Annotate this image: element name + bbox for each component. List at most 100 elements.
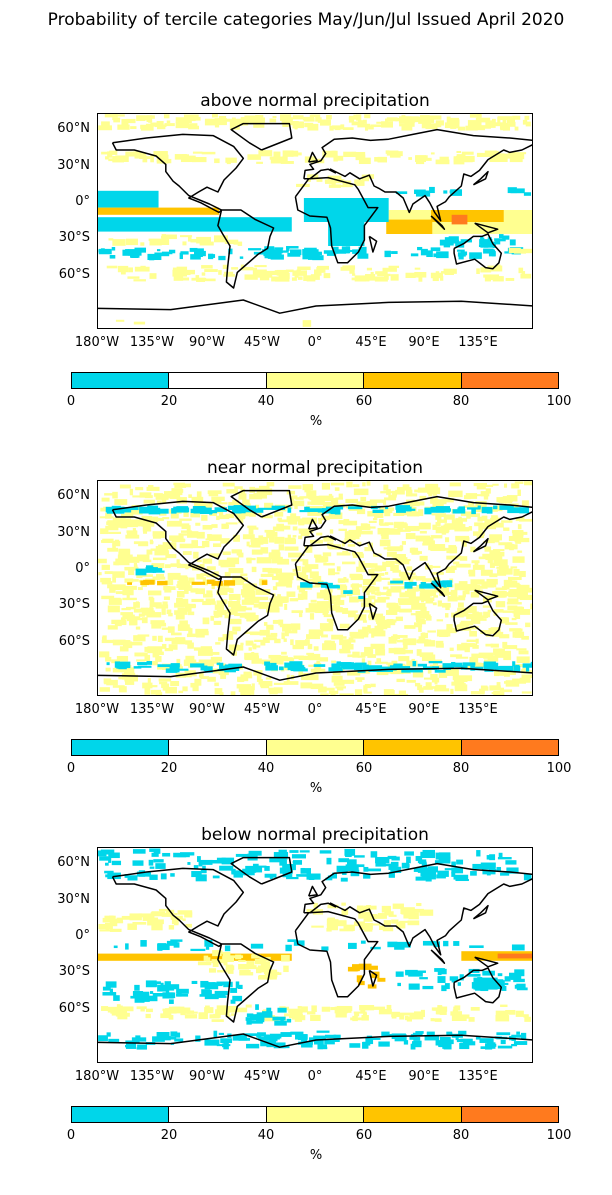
probability-field bbox=[458, 254, 464, 260]
probability-field bbox=[309, 495, 320, 501]
probability-field bbox=[154, 550, 169, 556]
probability-field bbox=[433, 1018, 442, 1022]
colorbar-bin bbox=[72, 1107, 170, 1122]
probability-field bbox=[355, 677, 365, 680]
probability-field bbox=[412, 1032, 423, 1036]
probability-field bbox=[125, 506, 139, 511]
probability-field bbox=[135, 626, 141, 630]
probability-field bbox=[233, 534, 240, 542]
probability-field bbox=[513, 1041, 528, 1045]
probability-field bbox=[294, 127, 298, 130]
probability-field bbox=[340, 607, 349, 612]
probability-field bbox=[256, 1035, 262, 1038]
probability-field bbox=[489, 573, 498, 578]
probability-field bbox=[371, 630, 375, 638]
probability-field bbox=[240, 264, 245, 269]
probability-field bbox=[306, 565, 312, 573]
probability-field bbox=[230, 987, 238, 993]
probability-field bbox=[313, 646, 319, 651]
probability-field bbox=[175, 614, 185, 620]
probability-field bbox=[173, 482, 186, 486]
probability-field bbox=[337, 686, 344, 691]
probability-field bbox=[131, 616, 141, 619]
colorbar-bin bbox=[72, 740, 170, 755]
probability-field bbox=[443, 240, 451, 248]
probability-field bbox=[505, 622, 518, 625]
probability-field bbox=[214, 502, 228, 505]
probability-field bbox=[413, 1011, 425, 1018]
probability-field bbox=[391, 856, 400, 861]
probability-field bbox=[147, 678, 151, 685]
probability-field bbox=[325, 506, 340, 513]
probability-field bbox=[279, 856, 287, 863]
probability-field bbox=[464, 646, 470, 653]
probability-field bbox=[394, 556, 405, 563]
probability-field bbox=[369, 1037, 381, 1040]
colorbar-tick-label: 0 bbox=[66, 1128, 76, 1143]
probability-field bbox=[519, 609, 531, 615]
probability-field bbox=[385, 560, 399, 564]
probability-field bbox=[298, 671, 304, 676]
probability-field bbox=[382, 561, 395, 568]
probability-field bbox=[108, 852, 120, 859]
x-tick-label: 90°W bbox=[189, 702, 225, 717]
probability-field bbox=[302, 559, 309, 566]
probability-field bbox=[264, 865, 270, 871]
probability-field bbox=[530, 661, 532, 666]
probability-field bbox=[525, 121, 531, 127]
probability-field bbox=[274, 536, 285, 544]
probability-field bbox=[286, 624, 292, 631]
probability-field bbox=[456, 1038, 465, 1043]
probability-field bbox=[162, 1008, 168, 1011]
probability-field bbox=[374, 625, 388, 630]
probability-field bbox=[490, 557, 497, 561]
probability-field bbox=[124, 511, 134, 518]
probability-field bbox=[102, 917, 111, 923]
probability-field bbox=[202, 577, 207, 584]
probability-field bbox=[423, 677, 436, 680]
probability-field bbox=[306, 652, 315, 655]
probability-field bbox=[507, 576, 522, 581]
probability-field bbox=[101, 121, 110, 128]
probability-field bbox=[235, 853, 250, 857]
probability-field bbox=[519, 677, 531, 683]
probability-field bbox=[214, 990, 228, 996]
probability-field bbox=[460, 683, 466, 688]
probability-field bbox=[142, 574, 153, 577]
probability-field bbox=[99, 856, 111, 861]
probability-field bbox=[99, 929, 112, 932]
probability-field bbox=[230, 999, 236, 1004]
probability-field bbox=[517, 550, 523, 553]
probability-field bbox=[455, 121, 460, 129]
probability-field bbox=[417, 551, 422, 554]
probability-field bbox=[239, 972, 254, 976]
probability-field bbox=[364, 547, 373, 552]
probability-field bbox=[231, 117, 236, 124]
probability-field bbox=[145, 566, 155, 573]
probability-field bbox=[362, 578, 376, 586]
probability-field bbox=[392, 903, 404, 909]
probability-field bbox=[384, 250, 391, 258]
probability-field bbox=[518, 650, 529, 655]
probability-field bbox=[475, 117, 491, 121]
probability-field bbox=[507, 542, 513, 545]
probability-field bbox=[260, 547, 269, 554]
probability-field bbox=[362, 585, 375, 593]
probability-field bbox=[443, 524, 458, 529]
probability-field bbox=[451, 980, 457, 983]
probability-field bbox=[262, 637, 277, 641]
probability-field bbox=[428, 661, 443, 664]
probability-field bbox=[516, 594, 525, 599]
probability-field bbox=[101, 581, 113, 585]
probability-field bbox=[304, 530, 311, 533]
probability-field bbox=[256, 118, 265, 125]
probability-field bbox=[289, 850, 299, 853]
probability-field bbox=[290, 249, 302, 256]
probability-field bbox=[439, 1011, 447, 1015]
probability-field bbox=[162, 643, 167, 649]
probability-field bbox=[322, 610, 329, 616]
probability-field bbox=[520, 531, 528, 535]
probability-field bbox=[406, 916, 415, 919]
probability-field bbox=[439, 1008, 447, 1014]
probability-field bbox=[310, 1014, 321, 1022]
